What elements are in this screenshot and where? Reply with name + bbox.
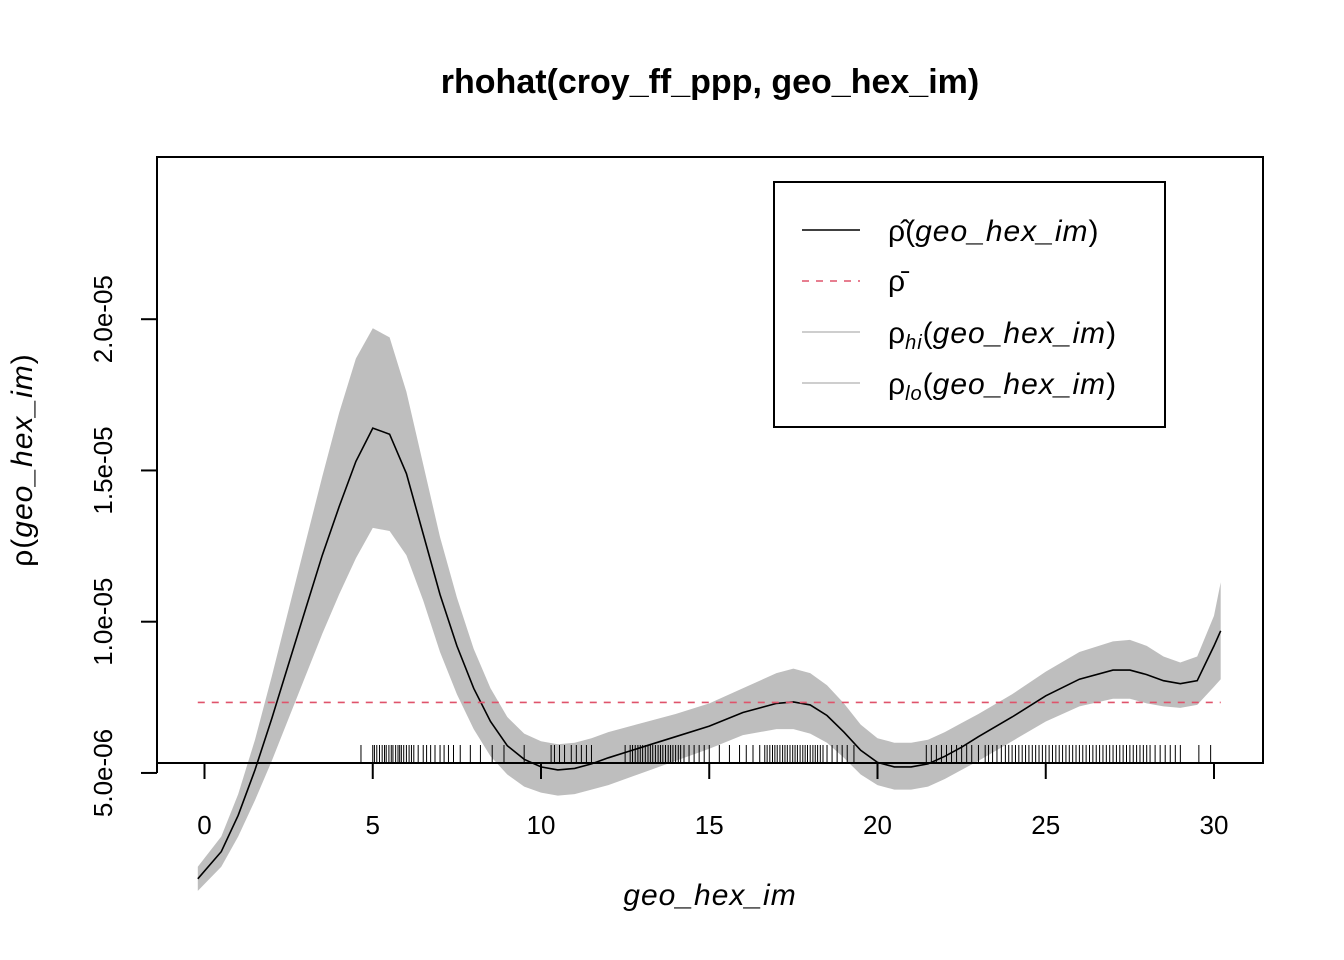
legend-label-rholo: ρlo(geo_hex_im) bbox=[888, 368, 1116, 405]
x-tick-label: 5 bbox=[366, 810, 380, 840]
legend-box bbox=[773, 181, 1166, 428]
legend-label-rhohi: ρhi(geo_hex_im) bbox=[888, 317, 1116, 354]
legend-label-rhobar: ρ̄ bbox=[888, 265, 910, 298]
plot-frame bbox=[156, 156, 1264, 764]
y-tick-label: 2.0e-05 bbox=[88, 275, 118, 363]
y-axis-label-symbol: ρ bbox=[6, 549, 39, 567]
y-axis-label: ρ(geo_hex_im) bbox=[6, 353, 39, 567]
legend: ρ̂(geo_hex_im) ρ̄ ρhi(geo_hex_im) ρlo(ge… bbox=[773, 181, 1166, 428]
y-tick-label: 1.0e-05 bbox=[88, 578, 118, 666]
x-tick-label: 10 bbox=[527, 810, 556, 840]
rhohat-line bbox=[197, 427, 1222, 880]
x-tick-label: 25 bbox=[1031, 810, 1060, 840]
x-tick-label: 30 bbox=[1200, 810, 1229, 840]
y-axis-label-arg: geo_hex_im bbox=[6, 364, 39, 537]
x-axis-label: geo_hex_im bbox=[623, 879, 796, 912]
confidence-band bbox=[197, 328, 1221, 891]
x-tick-label: 20 bbox=[863, 810, 892, 840]
y-tick-label: 1.5e-05 bbox=[88, 426, 118, 514]
legend-label-rhohat: ρ̂(geo_hex_im) bbox=[888, 215, 1099, 248]
confidence-band-layer bbox=[197, 328, 1221, 891]
svg-text:ρ(geo_hex_im): ρ(geo_hex_im) bbox=[6, 353, 39, 567]
rug-layer bbox=[360, 745, 1212, 763]
x-tick-label: 15 bbox=[695, 810, 724, 840]
y-tick-label: 5.0e-06 bbox=[88, 729, 118, 817]
x-tick-label: 0 bbox=[197, 810, 211, 840]
chart-title: rhohat(croy_ff_ppp, geo_hex_im) bbox=[441, 63, 979, 101]
series-line-layer bbox=[197, 427, 1222, 880]
